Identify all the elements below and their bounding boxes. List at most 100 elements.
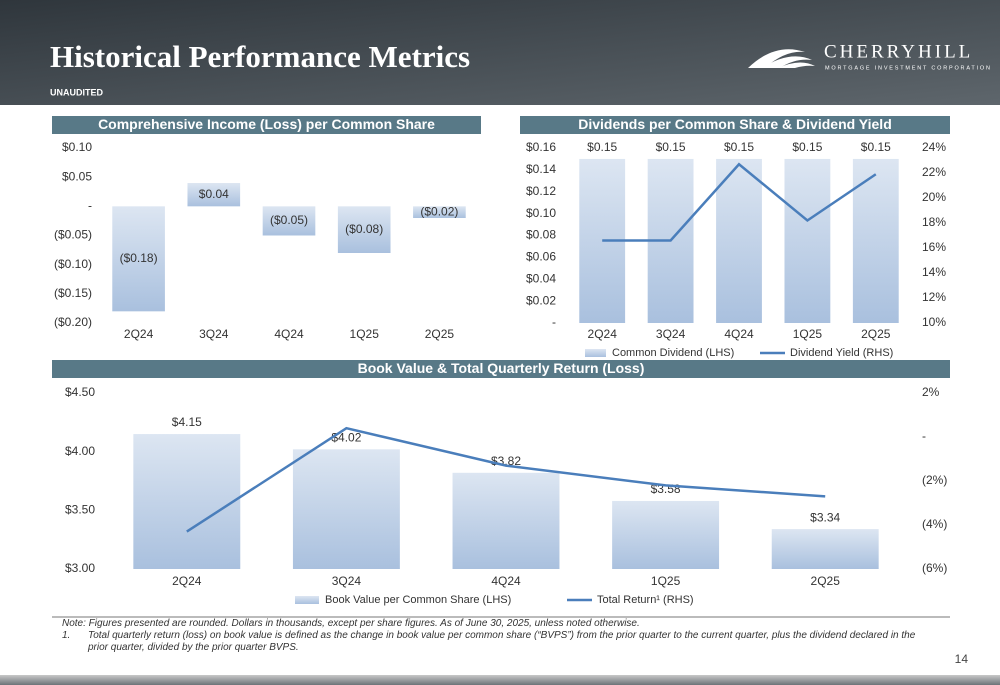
- y2-tick-label: 16%: [922, 240, 946, 254]
- y-tick-label: $0.14: [526, 162, 556, 176]
- page-number: 14: [955, 652, 969, 666]
- legend-label: Common Dividend (LHS): [612, 347, 734, 359]
- y-tick-label: $0.04: [526, 271, 556, 285]
- x-tick-label: 2Q24: [124, 327, 154, 341]
- chart-title-bar: [52, 360, 950, 378]
- bar: [187, 183, 241, 207]
- slide-title: Historical Performance Metrics: [50, 39, 470, 74]
- data-label: $0.15: [861, 140, 891, 154]
- y2-tick-label: 18%: [922, 215, 946, 229]
- bar: [262, 206, 316, 236]
- x-tick-label: 3Q24: [199, 327, 229, 341]
- bar: [292, 449, 400, 569]
- bar: [716, 158, 762, 323]
- y-tick-label: $0.16: [526, 140, 556, 154]
- bar: [612, 500, 720, 569]
- x-tick-label: 4Q24: [491, 574, 521, 588]
- x-tick-label: 1Q25: [651, 574, 681, 588]
- bar: [337, 206, 391, 253]
- logo-mark: [748, 49, 815, 68]
- bar: [852, 158, 899, 323]
- chart-title: Book Value & Total Quarterly Return (Los…: [358, 360, 645, 376]
- y2-tick-label: (2%): [922, 473, 947, 487]
- y2-tick-label: (4%): [922, 517, 947, 531]
- y-tick-label: $0.08: [526, 228, 556, 242]
- y-tick-label: ($0.05): [54, 228, 92, 242]
- x-tick-label: 3Q24: [656, 327, 686, 341]
- header-band: [0, 0, 1000, 105]
- x-tick-label: 2Q24: [588, 327, 618, 341]
- line: [186, 426, 826, 533]
- line: [602, 162, 877, 242]
- x-tick-label: 4Q24: [274, 327, 304, 341]
- data-label: ($0.05): [270, 213, 308, 227]
- data-label: $0.15: [792, 140, 822, 154]
- x-tick-label: 1Q25: [793, 327, 823, 341]
- data-label: $0.04: [199, 187, 229, 201]
- y2-tick-label: 14%: [922, 265, 946, 279]
- y-tick-label: $3.50: [65, 503, 95, 517]
- data-label: $4.15: [172, 415, 202, 429]
- x-tick-label: 2Q25: [811, 574, 841, 588]
- y-tick-label: $4.50: [65, 385, 95, 399]
- bar: [112, 206, 165, 312]
- y-tick-label: ($0.20): [54, 315, 92, 329]
- footer-band: [0, 675, 1000, 685]
- footnote-marker: 1.: [62, 630, 71, 641]
- y-tick-label: -: [552, 315, 556, 329]
- legend-label: Book Value per Common Share (LHS): [325, 594, 511, 606]
- x-tick-label: 2Q25: [861, 327, 891, 341]
- data-label: $4.02: [331, 430, 361, 444]
- x-tick-label: 2Q24: [172, 574, 202, 588]
- y-tick-label: $4.00: [65, 444, 95, 458]
- data-label: $0.15: [587, 140, 617, 154]
- footnote: Total quarterly return (loss) on book va…: [88, 630, 916, 653]
- data-label: $0.15: [724, 140, 754, 154]
- y2-tick-label: 10%: [922, 315, 946, 329]
- x-tick-label: 1Q25: [350, 327, 380, 341]
- data-label: $3.34: [810, 510, 840, 524]
- footnote-row: 1. Total quarterly return (loss) on book…: [62, 630, 922, 654]
- logo-name: CHERRYHILL: [824, 41, 973, 62]
- data-label: ($0.02): [420, 204, 458, 218]
- y-tick-label: ($0.10): [54, 257, 92, 271]
- x-tick-label: 3Q24: [332, 574, 362, 588]
- bar: [133, 434, 241, 569]
- y-tick-label: ($0.15): [54, 286, 92, 300]
- bar: [413, 206, 466, 218]
- data-label: $0.15: [656, 140, 686, 154]
- data-label: ($0.18): [120, 251, 158, 265]
- y-tick-label: $0.10: [62, 140, 92, 154]
- y-tick-label: $0.10: [526, 206, 556, 220]
- bar: [771, 529, 879, 569]
- y2-tick-label: 20%: [922, 190, 946, 204]
- y2-tick-label: 2%: [922, 385, 940, 399]
- y2-tick-label: 24%: [922, 140, 946, 154]
- bar: [784, 158, 831, 323]
- y-tick-label: -: [88, 199, 92, 213]
- y2-tick-label: -: [922, 429, 926, 443]
- legend-label: Total Return¹ (RHS): [597, 594, 694, 606]
- legend-label: Dividend Yield (RHS): [790, 347, 893, 359]
- notes: Note: Figures presented are rounded. Dol…: [62, 618, 922, 654]
- chart-title: Dividends per Common Share & Dividend Yi…: [578, 116, 892, 132]
- x-tick-label: 4Q24: [724, 327, 754, 341]
- y2-tick-label: 12%: [922, 290, 946, 304]
- y2-tick-label: 22%: [922, 165, 946, 179]
- chart-title-bar: [520, 116, 950, 134]
- bar: [452, 472, 560, 569]
- logo-tagline: MORTGAGE INVESTMENT CORPORATION: [825, 65, 992, 71]
- data-label: ($0.08): [345, 222, 383, 236]
- y-tick-label: $3.00: [65, 561, 95, 575]
- subtitle: UNAUDITED: [50, 87, 103, 97]
- chart-title-bar: [52, 116, 481, 134]
- note: Note: Figures presented are rounded. Dol…: [62, 618, 640, 629]
- y-tick-label: $0.12: [526, 184, 556, 198]
- legend-swatch: [585, 349, 606, 357]
- y-tick-label: $0.06: [526, 250, 556, 264]
- chart-title: Comprehensive Income (Loss) per Common S…: [98, 116, 435, 132]
- y-tick-label: $0.05: [62, 169, 92, 183]
- legend-swatch: [295, 596, 319, 604]
